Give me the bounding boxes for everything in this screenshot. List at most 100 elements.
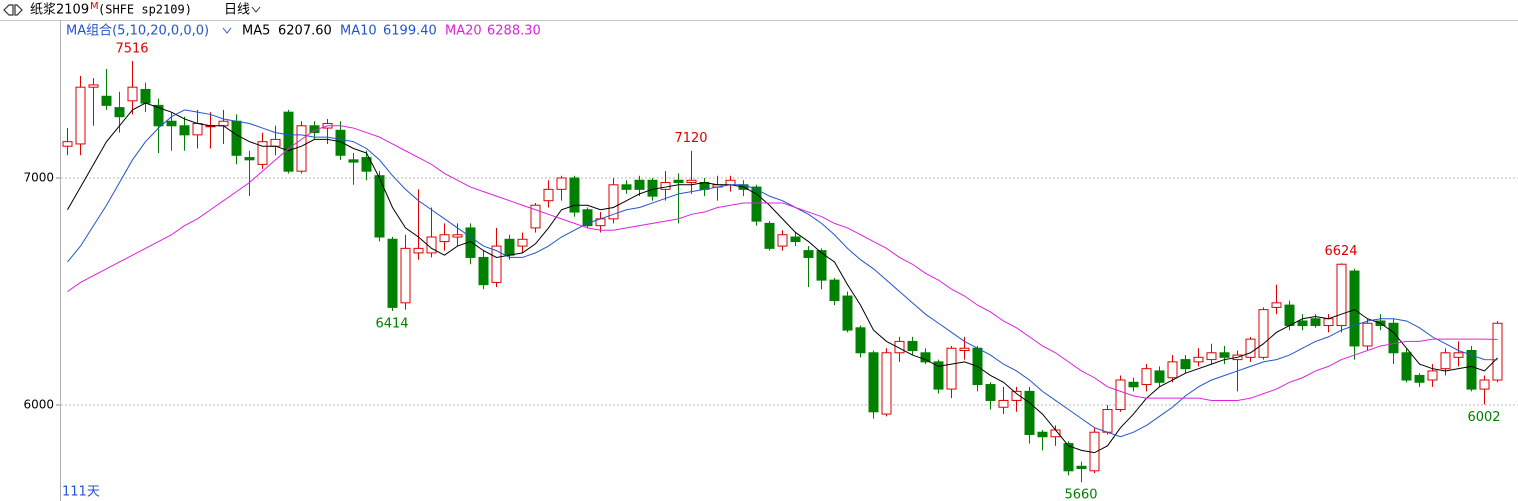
candle-body: [1128, 381, 1139, 388]
candle-body: [907, 340, 918, 352]
candle-body: [1206, 352, 1217, 361]
y-tick-label: 6000: [23, 397, 54, 411]
candle-body: [101, 95, 112, 106]
icon-right: [14, 4, 23, 16]
candle-body: [1219, 352, 1230, 358]
candle-body: [140, 88, 151, 104]
candle-body: [1466, 350, 1477, 390]
period-selector[interactable]: 日线: [224, 3, 250, 18]
candle-body: [348, 159, 359, 163]
candle-body: [1479, 379, 1490, 390]
candle-body: [88, 84, 99, 88]
candle-body: [387, 238, 398, 308]
candle-body: [1258, 309, 1269, 358]
candle-body: [673, 179, 684, 184]
candle-body: [62, 141, 73, 147]
candle-body: [1076, 465, 1087, 470]
candle-body: [413, 247, 424, 254]
candle-body: [270, 138, 281, 147]
candle-body: [1011, 390, 1022, 401]
link-icon[interactable]: [3, 4, 23, 16]
candle-body: [777, 234, 788, 247]
candle-body: [361, 157, 372, 172]
low-label: 6002: [1467, 410, 1500, 425]
candle-body: [894, 340, 905, 354]
ma-group[interactable]: MA组合(5,10,20,0,0,0): [66, 24, 209, 39]
candle-body: [1427, 370, 1438, 381]
ma-line: [67, 125, 1498, 401]
icon-left: [3, 4, 14, 16]
day-count: 111天: [62, 485, 100, 500]
candle-body: [257, 141, 268, 165]
candle-body: [75, 86, 86, 145]
candle-body: [816, 250, 827, 281]
candle-body: [1414, 374, 1425, 383]
candle-body: [1154, 370, 1165, 383]
candle-body: [179, 125, 190, 136]
candle-body: [192, 123, 203, 136]
candle-body: [1453, 352, 1464, 358]
candle-body: [985, 384, 996, 401]
candle-body: [153, 104, 164, 127]
candle-body: [1141, 368, 1152, 386]
candle-body: [1401, 352, 1412, 381]
candle-body: [1349, 270, 1360, 347]
candle-body: [1440, 352, 1451, 370]
candle-body: [855, 327, 866, 354]
high-label: 7120: [674, 131, 707, 146]
legend-value: 6288.30: [487, 24, 541, 39]
candle-body: [920, 352, 931, 363]
legend-value: 6199.40: [383, 24, 437, 39]
candle-body: [556, 177, 567, 190]
candle-body: [1336, 263, 1347, 327]
candle-body: [400, 247, 411, 304]
candle-body: [543, 188, 554, 202]
candle-body: [790, 236, 801, 243]
legend-name: MA10: [340, 24, 377, 39]
candle-body: [1284, 304, 1295, 327]
candle-body: [582, 209, 593, 227]
ma-group-chevron[interactable]: [222, 27, 232, 34]
candle-body: [608, 184, 619, 220]
candle-body: [933, 361, 944, 390]
candle-body: [439, 234, 450, 243]
candle-body: [1323, 318, 1334, 327]
high-label: 6624: [1324, 244, 1357, 259]
candle-body: [1271, 302, 1282, 308]
candle-body: [491, 245, 502, 283]
ma-line: [67, 102, 1498, 454]
high-label: 7516: [115, 41, 148, 56]
candle-body: [1180, 359, 1191, 370]
candle-body: [764, 222, 775, 249]
candle-body: [1297, 320, 1308, 327]
candle-body: [1245, 338, 1256, 358]
candle-body: [751, 186, 762, 222]
candles: [62, 60, 1503, 483]
candle-body: [647, 179, 658, 197]
title-mark: M: [90, 1, 99, 12]
candle-body: [1063, 443, 1074, 472]
candle-body: [218, 120, 229, 127]
low-label: 6414: [375, 317, 408, 332]
candle-body: [998, 399, 1009, 408]
candle-body: [1115, 379, 1126, 411]
y-tick-label: 7000: [23, 170, 54, 184]
candle-body: [244, 157, 255, 161]
candle-body: [842, 295, 853, 331]
candle-body: [335, 129, 346, 156]
candle-body: [1310, 318, 1321, 327]
ma-line: [67, 109, 1498, 438]
low-label: 5660: [1064, 488, 1097, 501]
candle-body: [621, 184, 632, 190]
candle-body: [517, 238, 528, 247]
candle-body: [452, 234, 463, 238]
candle-body: [1362, 322, 1373, 347]
legend-value: 6207.60: [278, 24, 332, 39]
candle-body: [166, 120, 177, 127]
candle-body: [296, 125, 307, 172]
candle-body: [1492, 322, 1503, 381]
period-chevron[interactable]: [251, 6, 261, 13]
